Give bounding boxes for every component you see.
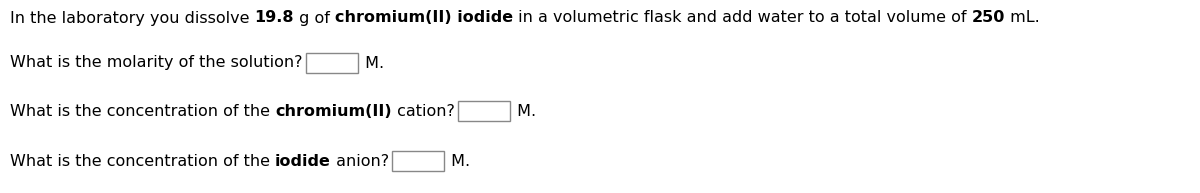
FancyBboxPatch shape: [392, 151, 444, 171]
Text: g of: g of: [294, 10, 335, 25]
Text: M.: M.: [446, 153, 470, 168]
Text: 19.8: 19.8: [254, 10, 294, 25]
FancyBboxPatch shape: [306, 53, 358, 73]
Text: M.: M.: [511, 103, 535, 119]
Text: What is the molarity of the solution?: What is the molarity of the solution?: [10, 56, 302, 70]
Text: 250: 250: [972, 10, 1006, 25]
FancyBboxPatch shape: [457, 101, 510, 121]
Text: In the laboratory you dissolve: In the laboratory you dissolve: [10, 10, 254, 25]
Text: chromium(II): chromium(II): [275, 103, 391, 119]
Text: chromium(II) iodide: chromium(II) iodide: [335, 10, 514, 25]
Text: What is the concentration of the: What is the concentration of the: [10, 103, 275, 119]
Text: anion?: anion?: [331, 153, 389, 168]
Text: iodide: iodide: [275, 153, 331, 168]
Text: mL.: mL.: [1006, 10, 1040, 25]
Text: cation?: cation?: [391, 103, 455, 119]
Text: What is the concentration of the: What is the concentration of the: [10, 153, 275, 168]
Text: in a volumetric flask and add water to a total volume of: in a volumetric flask and add water to a…: [514, 10, 972, 25]
Text: M.: M.: [360, 56, 384, 70]
